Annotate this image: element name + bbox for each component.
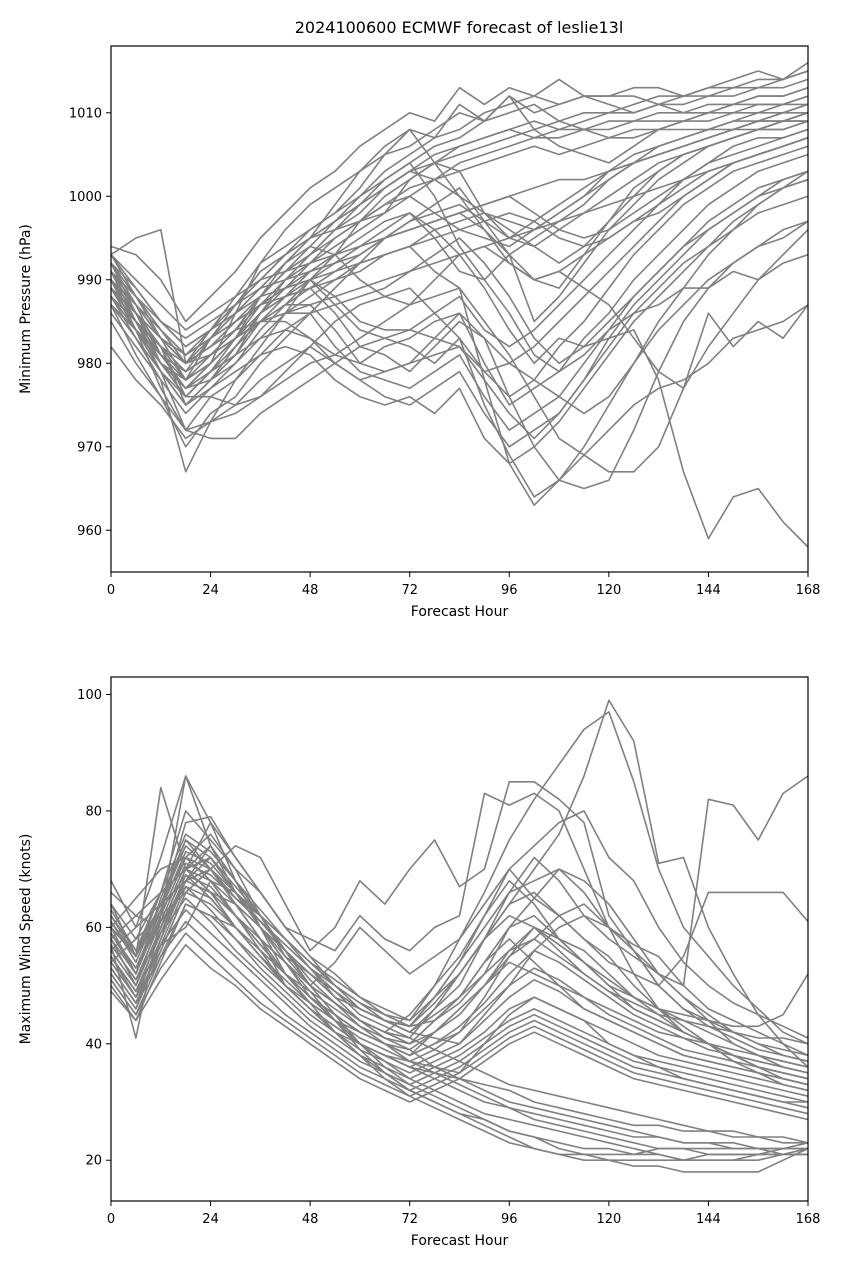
pressure-member-line-18 [110,178,809,465]
pressure-x-tick-label: 120 [596,583,621,598]
pressure-member-line-19 [110,86,809,365]
pressure-member-line-29 [110,245,809,507]
wind-x-tick-label: 0 [107,1212,115,1227]
pressure-series-group [110,62,809,548]
chart-title: 2024100600 ECMWF forecast of leslie13l [295,18,624,37]
wind-y-tick-label: 80 [85,804,102,819]
pressure-member-line-23 [110,178,809,431]
pressure-x-tick-label: 72 [401,583,418,598]
pressure-member-line-20 [110,70,809,323]
wind-x-tick-label: 48 [302,1212,319,1227]
wind-y-tick-label: 20 [85,1154,102,1169]
wind-y-tick-label: 100 [77,688,102,703]
pressure-y-axis-label: Minimum Pressure (hPa) [18,224,34,394]
pressure-y-tick-label: 1000 [69,190,102,205]
wind-x-axis-label: Forecast Hour [411,1233,509,1249]
wind-member-line-28 [110,868,809,1080]
pressure-member-line-36 [110,103,809,348]
wind-x-tick-label: 168 [796,1212,821,1227]
pressure-plot-area [110,45,809,573]
wind-member-line-32 [110,909,809,1103]
wind-member-line-25 [110,891,809,1045]
wind-member-line-22 [110,711,809,1045]
wind-y-axis-label: Maximum Wind Speed (knots) [18,834,34,1045]
pressure-member-line-32 [110,128,809,390]
wind-member-line-31 [110,897,809,1097]
pressure-x-tick-label: 144 [696,583,721,598]
wind-panel: 0 24 48 72 96 120 144 168 20 40 60 80 100 Forecast Ho… [18,676,821,1249]
pressure-y-tick-label: 970 [77,440,102,455]
wind-member-line-27 [110,856,809,1074]
pressure-member-line-40 [110,137,809,373]
wind-member-line-30 [110,885,809,1092]
pressure-member-line-38 [110,137,809,356]
wind-member-line-5 [110,810,809,1080]
pressure-y-tick-label: 980 [77,357,102,372]
pressure-member-line-2 [110,70,809,398]
wind-x-tick-label: 96 [501,1212,518,1227]
wind-member-line-39 [110,856,808,1161]
pressure-member-line-30 [110,162,809,373]
wind-member-line-34 [110,932,809,1115]
wind-member-line-36 [110,780,809,1074]
pressure-member-line-27 [110,220,809,490]
pressure-y-tick-label: 1010 [69,106,102,121]
wind-member-line-37 [110,792,809,1092]
pressure-member-line-28 [110,220,809,498]
pressure-member-line-25 [110,170,809,415]
pressure-member-line-39 [110,103,809,331]
wind-member-line-40 [110,868,809,1156]
wind-member-line-38 [110,844,808,1161]
pressure-x-tick-label: 24 [202,583,219,598]
wind-x-tick-label: 24 [202,1212,219,1227]
pressure-x-tick-label: 96 [501,583,518,598]
wind-member-line-23 [110,775,809,1028]
wind-member-line-26 [110,903,809,1051]
wind-member-line-35 [110,943,809,1121]
pressure-member-line-31 [110,212,809,548]
wind-member-line-29 [110,874,809,1086]
pressure-x-tick-label: 48 [302,583,319,598]
wind-x-tick-label: 72 [401,1212,418,1227]
wind-series-group [110,699,809,1173]
wind-y-tick-label: 60 [85,921,102,936]
wind-x-tick-label: 144 [696,1212,721,1227]
wind-member-line-33 [110,920,809,1109]
wind-member-line-24 [110,879,809,1039]
pressure-y-tick-label: 960 [77,524,102,539]
wind-plot-area [110,676,809,1202]
pressure-x-axis-label: Forecast Hour [411,604,509,620]
wind-member-line-18 [110,850,809,1156]
pressure-member-line-33 [110,120,809,348]
pressure-x-tick-label: 168 [796,583,821,598]
pressure-member-line-8 [110,95,809,406]
pressure-x-tick-label: 0 [107,583,115,598]
pressure-panel: 0 24 48 72 96 120 144 168 960 970 980 990 1000 1010 Fo… [18,45,821,620]
pressure-y-tick-label: 990 [77,273,102,288]
pressure-member-line-17 [110,170,809,448]
pressure-member-line-4 [110,86,809,381]
wind-y-tick-label: 40 [85,1037,102,1052]
wind-x-tick-label: 120 [596,1212,621,1227]
